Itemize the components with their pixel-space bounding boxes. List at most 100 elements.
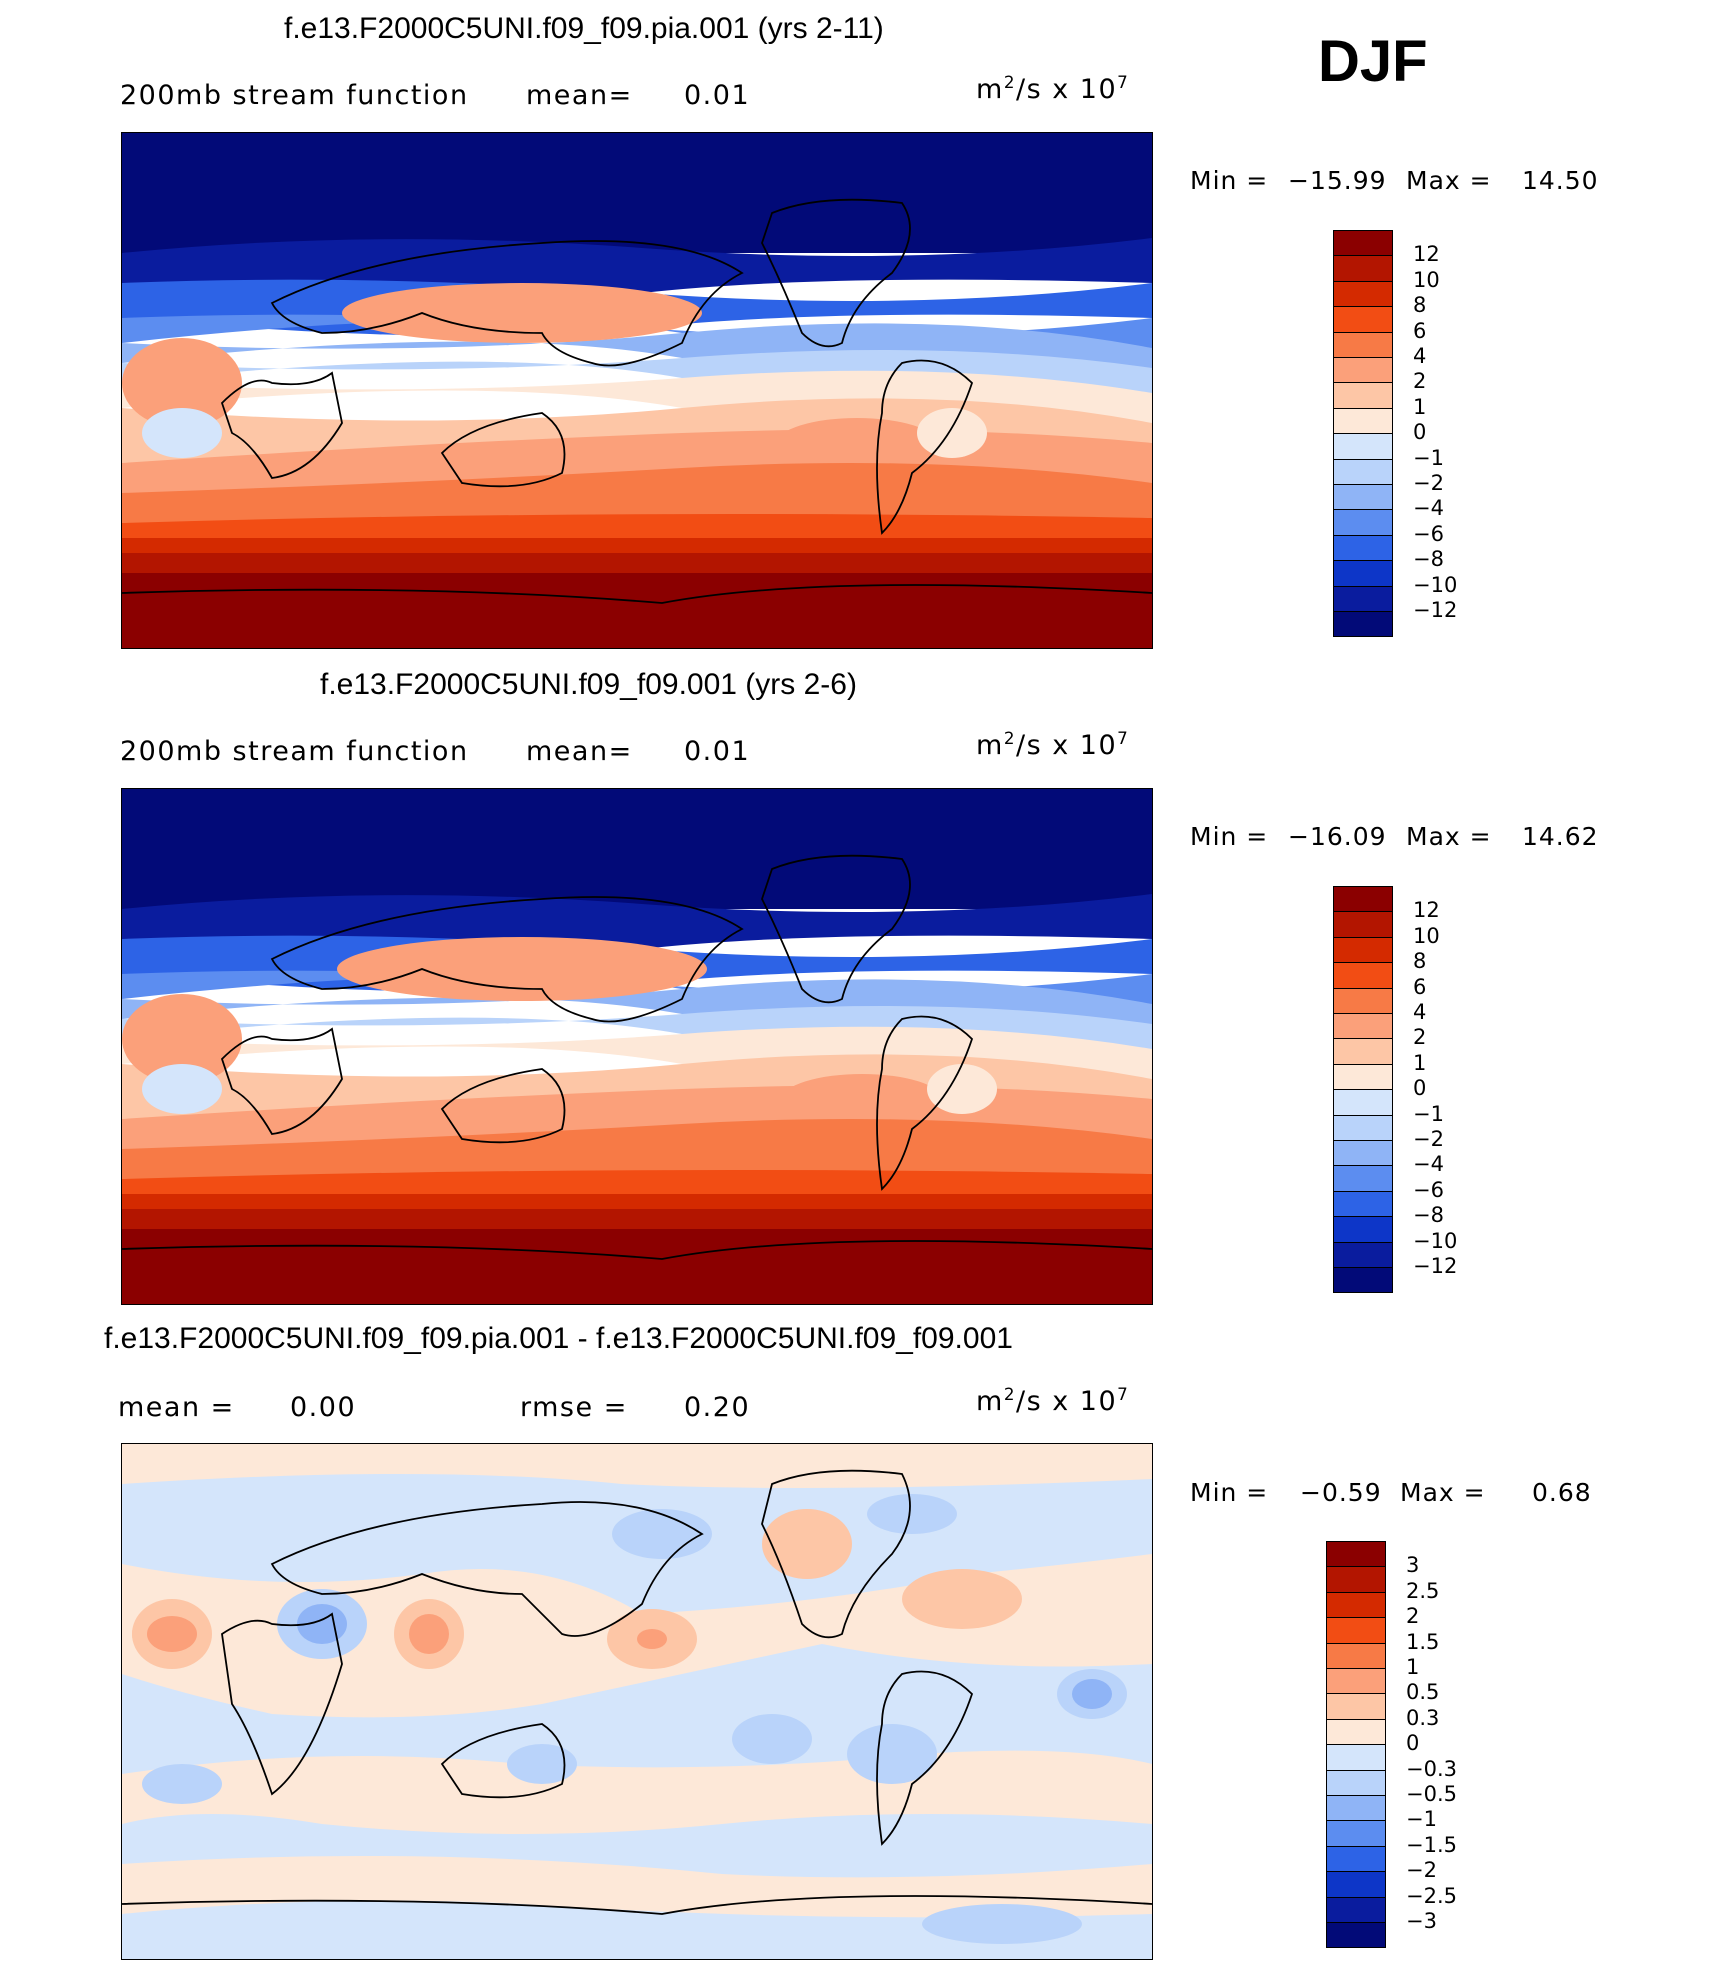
panel1-colorbar-label: 6 (1413, 318, 1427, 343)
panel2-colorbar-swatch (1333, 936, 1393, 964)
panel1-map (121, 132, 1153, 649)
panel2-max-value: 14.62 (1522, 822, 1599, 851)
panel2-colorbar-label: −12 (1413, 1254, 1458, 1278)
panel3-max-value: 0.68 (1532, 1478, 1592, 1507)
panel1-colorbar-label: 12 (1413, 242, 1440, 267)
panel2-colorbar-label: 1 (1413, 1050, 1427, 1075)
panel2-colorbar-label: 4 (1413, 1000, 1427, 1024)
panel3-colorbar-label: −0.3 (1406, 1756, 1457, 1781)
panel3-mean-label: mean = (118, 1392, 235, 1423)
panel1-colorbar-label: 0 (1413, 420, 1427, 445)
panel3-colorbar-label: −2 (1406, 1858, 1437, 1883)
panel3-colorbar-swatch (1326, 1795, 1386, 1822)
panel2-colorbar-swatch (1333, 886, 1393, 913)
panel1-colorbar-swatch (1333, 611, 1393, 638)
panel3-colorbar-label: 0.3 (1406, 1705, 1440, 1730)
panel3-colorbar-swatch (1326, 1541, 1386, 1568)
panel1-colorbar-swatch (1333, 331, 1393, 358)
panel3-rmse-value: 0.20 (684, 1392, 751, 1423)
panel1-colorbar-swatch (1333, 585, 1393, 612)
panel3-colorbar-swatch (1326, 1744, 1386, 1771)
panel3-rmse-label: rmse = (520, 1392, 628, 1423)
panel1-colorbar-label: −1 (1413, 445, 1444, 470)
panel2-colorbar-label: 2 (1413, 1025, 1427, 1050)
panel2-colorbar-swatch (1333, 1190, 1393, 1218)
panel3-colorbar-swatch (1326, 1718, 1386, 1746)
panel3-colorbar-swatch (1326, 1617, 1386, 1644)
panel2-colorbar-swatch (1333, 1013, 1393, 1040)
panel2-mean-label: mean= (526, 736, 633, 767)
panel1-colorbar-label: −2 (1413, 471, 1444, 495)
panel1-colorbar-label: −8 (1413, 547, 1444, 572)
panel3-title: f.e13.F2000C5UNI.f09_f09.pia.001 - f.e13… (104, 1322, 1013, 1355)
panel1-min-label: Min = (1190, 166, 1269, 195)
season-label: DJF (1318, 29, 1428, 94)
panel3-colorbar-swatch (1326, 1693, 1386, 1720)
panel3-colorbar-swatch (1326, 1668, 1386, 1695)
panel3-colorbar-label: 0 (1406, 1731, 1420, 1756)
panel2-colorbar-label: −10 (1413, 1228, 1458, 1253)
panel1-colorbar-label: −6 (1413, 521, 1444, 546)
panel3-colorbar-swatch (1326, 1922, 1386, 1949)
panel2-colorbar-swatch (1333, 962, 1393, 989)
panel1-colorbar-swatch (1333, 407, 1393, 435)
panel2-variable-label: 200mb stream function (120, 736, 469, 767)
panel1-colorbar-swatch (1333, 357, 1393, 384)
panel3-colorbar-swatch (1326, 1566, 1386, 1593)
panel1-mean-value: 0.01 (684, 80, 751, 111)
panel1-colorbar-swatch (1333, 560, 1393, 587)
panel3-colorbar-swatch (1326, 1591, 1386, 1619)
panel2-colorbar-swatch (1333, 1216, 1393, 1243)
panel3-min-value: −0.59 (1300, 1478, 1382, 1507)
panel1-units: m2/s x 107 (976, 72, 1130, 105)
panel2-min-label: Min = (1190, 822, 1269, 851)
panel2-colorbar-swatch (1333, 987, 1393, 1014)
panel3-colorbar-label: −2.5 (1406, 1883, 1457, 1908)
panel1-colorbar-swatch (1333, 280, 1393, 308)
panel1-mean-label: mean= (526, 80, 633, 111)
panel2-colorbar-swatch (1333, 1089, 1393, 1116)
panel1-variable-label: 200mb stream function (120, 80, 469, 111)
panel1-colorbar-swatch (1333, 230, 1393, 257)
panel1-colorbar-swatch (1333, 382, 1393, 409)
panel3-colorbar-swatch (1326, 1642, 1386, 1669)
panel1-colorbar-label: −10 (1413, 572, 1458, 597)
panel3-colorbar-label: 0.5 (1406, 1680, 1440, 1705)
panel1-min-value: −15.99 (1288, 166, 1387, 195)
panel1-colorbar-swatch (1333, 433, 1393, 460)
panel1-colorbar-label: 8 (1413, 293, 1427, 318)
panel2-colorbar-label: 12 (1413, 898, 1440, 923)
panel3-colorbar-swatch (1326, 1896, 1386, 1923)
panel2-max-label: Max = (1406, 822, 1492, 851)
panel2-colorbar-swatch (1333, 1140, 1393, 1167)
panel3-colorbar-swatch (1326, 1820, 1386, 1847)
panel2-colorbar-label: −2 (1413, 1127, 1444, 1151)
panel3-min-label: Min = (1190, 1478, 1269, 1507)
panel2-colorbar-swatch (1333, 911, 1393, 938)
panel2-colorbar-label: 10 (1413, 923, 1440, 948)
panel3-colorbar-label: 2.5 (1406, 1578, 1440, 1603)
panel3-colorbar-label: −1 (1406, 1807, 1437, 1832)
panel1-colorbar-label: 10 (1413, 267, 1440, 292)
panel3-max-label: Max = (1400, 1478, 1486, 1507)
panel2-units: m2/s x 107 (976, 728, 1130, 761)
panel2-colorbar-swatch (1333, 1063, 1393, 1091)
panel3-colorbar-label: −1.5 (1406, 1832, 1457, 1857)
panel1-colorbar-swatch (1333, 306, 1393, 333)
panel2-colorbar-label: 6 (1413, 974, 1427, 999)
panel2-colorbar-swatch (1333, 1267, 1393, 1294)
panel2-colorbar-swatch (1333, 1165, 1393, 1192)
panel1-colorbar-label: 4 (1413, 344, 1427, 368)
panel1-colorbar-label: −12 (1413, 598, 1458, 622)
panel2-mean-value: 0.01 (684, 736, 751, 767)
panel1-max-label: Max = (1406, 166, 1492, 195)
panel3-colorbar-swatch (1326, 1769, 1386, 1796)
panel2-colorbar-swatch (1333, 1241, 1393, 1268)
panel1-colorbar-swatch (1333, 484, 1393, 511)
panel2-colorbar-label: 0 (1413, 1076, 1427, 1101)
panel1-colorbar-label: 2 (1413, 369, 1427, 394)
panel1-colorbar-swatch (1333, 458, 1393, 485)
panel3-units: m2/s x 107 (976, 1384, 1130, 1417)
panel3-colorbar-label: 1.5 (1406, 1629, 1440, 1654)
panel3-colorbar-label: 3 (1406, 1553, 1420, 1578)
